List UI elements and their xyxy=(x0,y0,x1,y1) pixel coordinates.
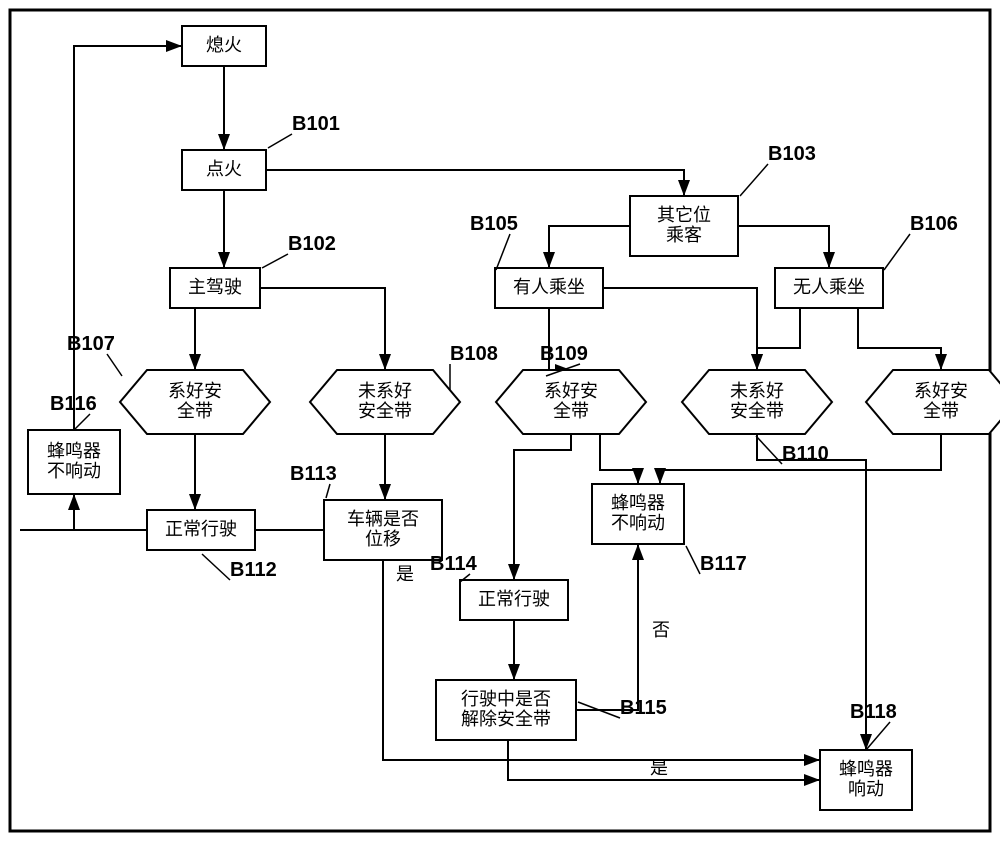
label-leader xyxy=(202,554,230,580)
label-leader xyxy=(268,134,292,148)
ref-label: B113 xyxy=(290,463,337,485)
edge-label: 否 xyxy=(652,620,670,640)
node-text: 点火 xyxy=(206,159,242,179)
edge-label: 是 xyxy=(650,758,668,778)
label-leader xyxy=(884,234,910,270)
edge xyxy=(738,226,829,268)
ref-label: B106 xyxy=(910,213,958,235)
edge xyxy=(74,494,147,530)
label-leader xyxy=(107,354,122,376)
node-text: 蜂鸣器不响动 xyxy=(611,493,665,533)
edge xyxy=(600,434,638,484)
edge xyxy=(603,288,757,370)
label-leader xyxy=(262,254,288,268)
label-leader xyxy=(326,484,330,498)
ref-label: B110 xyxy=(782,443,829,465)
node-text: 有人乘坐 xyxy=(513,277,585,297)
edge xyxy=(514,434,571,580)
node-text: 主驾驶 xyxy=(188,277,242,297)
node-text: 蜂鸣器不响动 xyxy=(47,441,101,481)
edge xyxy=(576,544,638,710)
node-text: 无人乘坐 xyxy=(793,277,865,297)
label-leader xyxy=(740,164,768,196)
ref-label: B118 xyxy=(850,701,897,723)
label-leader xyxy=(496,234,510,270)
ref-label: B108 xyxy=(450,343,498,365)
edge xyxy=(549,226,630,268)
ref-label: B109 xyxy=(540,343,588,365)
edge xyxy=(757,308,800,370)
ref-label: B101 xyxy=(292,113,340,135)
node-text: 正常行驶 xyxy=(478,589,550,609)
label-leader xyxy=(74,414,90,430)
edge xyxy=(266,170,684,196)
node-text: 正常行驶 xyxy=(165,519,237,539)
ref-label: B114 xyxy=(430,553,478,575)
label-leader xyxy=(866,722,890,750)
ref-label: B107 xyxy=(67,333,115,355)
node-text: 熄火 xyxy=(206,35,242,55)
node-text: 未系好安全带 xyxy=(358,381,412,421)
ref-label: B105 xyxy=(470,213,518,235)
ref-label: B102 xyxy=(288,233,336,255)
edge xyxy=(260,288,385,370)
ref-label: B112 xyxy=(230,559,277,581)
ref-label: B117 xyxy=(700,553,747,575)
node-text: 行驶中是否解除安全带 xyxy=(461,689,551,729)
edge-label: 是 xyxy=(396,564,414,584)
ref-label: B115 xyxy=(620,697,667,719)
edge xyxy=(858,308,941,370)
label-leader xyxy=(686,546,700,574)
node-text: 未系好安全带 xyxy=(730,381,784,421)
flowchart-diagram: 是否是熄火点火主驾驶其它位乘客有人乘坐无人乘坐系好安全带未系好安全带系好安全带未… xyxy=(0,0,1000,841)
ref-label: B116 xyxy=(50,393,97,415)
ref-label: B103 xyxy=(768,143,816,165)
